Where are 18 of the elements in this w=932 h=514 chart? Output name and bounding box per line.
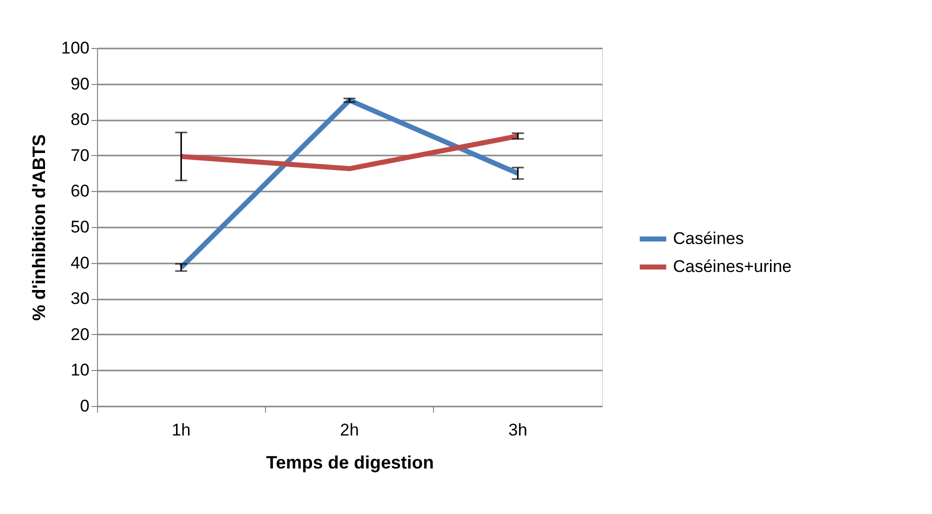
y-tick-label: 100 xyxy=(61,38,90,58)
y-tick-label: 80 xyxy=(70,110,90,130)
y-axis-title: % d'inhibition d'ABTS xyxy=(29,134,50,321)
x-axis-title: Temps de digestion xyxy=(266,452,434,472)
y-tick-label: 20 xyxy=(70,324,90,344)
y-tick-label: 40 xyxy=(70,253,90,272)
legend-label: Caséines+urine xyxy=(673,257,792,276)
x-tick-label: 3h xyxy=(508,420,528,440)
y-tick-label: 0 xyxy=(80,396,90,416)
x-tick-label: 2h xyxy=(340,420,359,440)
y-tick-label: 30 xyxy=(70,289,90,308)
y-tick-label: 10 xyxy=(70,360,90,380)
y-tick-label: 60 xyxy=(70,182,90,201)
y-tick-label: 70 xyxy=(70,146,90,165)
y-tick-label: 50 xyxy=(70,218,90,236)
y-tick-label: 90 xyxy=(70,74,90,94)
x-tick-label: 1h xyxy=(172,420,191,440)
legend-label: Caséines xyxy=(673,229,744,248)
